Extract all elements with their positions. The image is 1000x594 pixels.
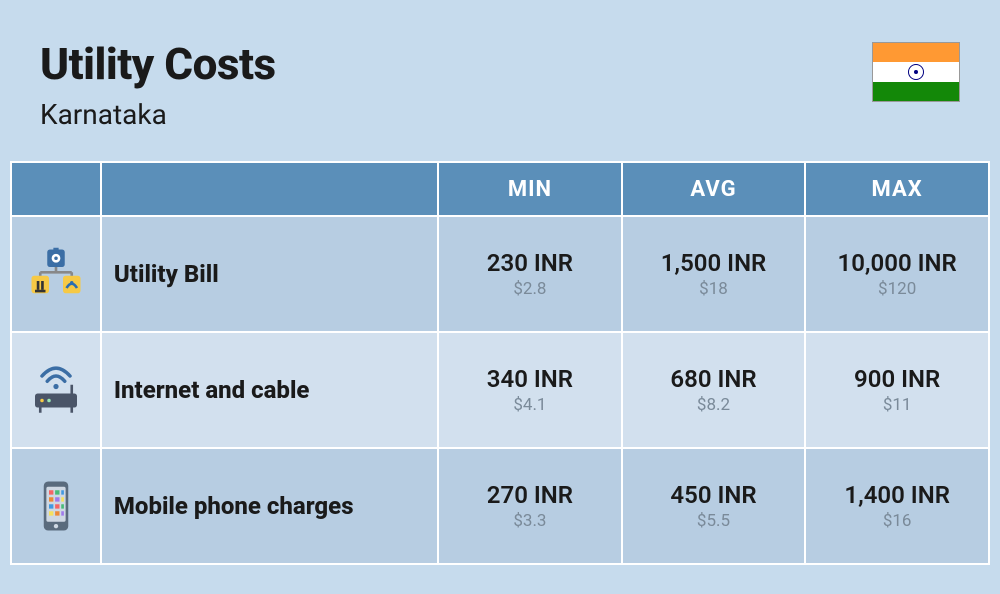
page-subtitle: Karnataka <box>40 98 276 131</box>
value-primary: 680 INR <box>623 365 805 393</box>
cell-min: 340 INR $4.1 <box>438 332 622 448</box>
value-secondary: $120 <box>806 279 988 299</box>
value-primary: 450 INR <box>623 481 805 509</box>
row-icon-cell <box>11 448 101 564</box>
value-primary: 10,000 INR <box>806 249 988 277</box>
cell-max: 1,400 INR $16 <box>805 448 989 564</box>
india-flag-icon <box>872 42 960 102</box>
row-icon-cell <box>11 216 101 332</box>
title-block: Utility Costs Karnataka <box>40 38 276 131</box>
row-label: Mobile phone charges <box>101 448 438 564</box>
col-max: MAX <box>805 162 989 216</box>
value-secondary: $5.5 <box>623 511 805 531</box>
internet-icon <box>28 362 84 418</box>
cell-avg: 680 INR $8.2 <box>622 332 806 448</box>
row-label: Internet and cable <box>101 332 438 448</box>
utility-costs-table: MIN AVG MAX <box>10 161 990 565</box>
col-avg: AVG <box>622 162 806 216</box>
value-secondary: $2.8 <box>439 279 621 299</box>
col-icon <box>11 162 101 216</box>
value-primary: 270 INR <box>439 481 621 509</box>
table-row: Internet and cable 340 INR $4.1 680 INR … <box>11 332 989 448</box>
value-primary: 340 INR <box>439 365 621 393</box>
value-secondary: $11 <box>806 395 988 415</box>
value-primary: 900 INR <box>806 365 988 393</box>
value-secondary: $8.2 <box>623 395 805 415</box>
value-primary: 230 INR <box>439 249 621 277</box>
mobile-icon <box>28 478 84 534</box>
col-name <box>101 162 438 216</box>
utility-icon <box>28 246 84 302</box>
value-secondary: $16 <box>806 511 988 531</box>
cell-avg: 450 INR $5.5 <box>622 448 806 564</box>
row-label: Utility Bill <box>101 216 438 332</box>
value-secondary: $18 <box>623 279 805 299</box>
table-row: Mobile phone charges 270 INR $3.3 450 IN… <box>11 448 989 564</box>
value-primary: 1,400 INR <box>806 481 988 509</box>
row-icon-cell <box>11 332 101 448</box>
col-min: MIN <box>438 162 622 216</box>
table-header-row: MIN AVG MAX <box>11 162 989 216</box>
value-secondary: $4.1 <box>439 395 621 415</box>
cell-avg: 1,500 INR $18 <box>622 216 806 332</box>
page-title: Utility Costs <box>40 38 276 90</box>
header: Utility Costs Karnataka <box>0 0 1000 161</box>
cell-min: 270 INR $3.3 <box>438 448 622 564</box>
cell-max: 10,000 INR $120 <box>805 216 989 332</box>
table-row: Utility Bill 230 INR $2.8 1,500 INR $18 … <box>11 216 989 332</box>
value-secondary: $3.3 <box>439 511 621 531</box>
value-primary: 1,500 INR <box>623 249 805 277</box>
cell-min: 230 INR $2.8 <box>438 216 622 332</box>
cell-max: 900 INR $11 <box>805 332 989 448</box>
